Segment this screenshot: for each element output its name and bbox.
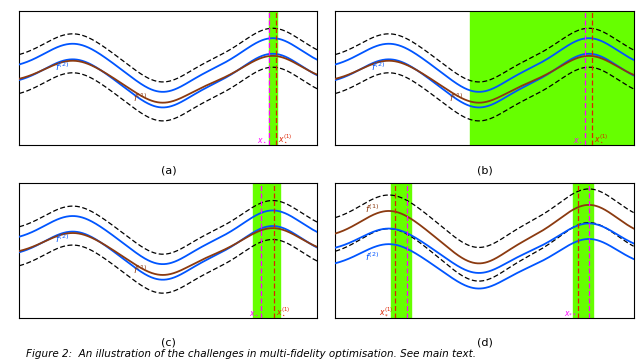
Text: $f^{(1)}$: $f^{(1)}$	[132, 264, 147, 276]
Text: $x_{**}$: $x_{**}$	[564, 308, 577, 317]
Bar	[573, 183, 593, 318]
Bar	[269, 11, 277, 145]
Text: $f^{(1)}$: $f^{(1)}$	[365, 202, 380, 215]
Text: $x_\star^{(1)}$: $x_\star^{(1)}$	[276, 305, 290, 319]
Bar	[470, 11, 640, 145]
Text: (a): (a)	[161, 165, 176, 175]
Text: $f^{(2)}$: $f^{(2)}$	[55, 61, 69, 73]
Text: (c): (c)	[161, 338, 176, 348]
Text: $f^{(2)}$: $f^{(2)}$	[365, 251, 380, 263]
Bar	[253, 183, 280, 318]
Text: $x_\star^{(1)}$: $x_\star^{(1)}$	[594, 133, 609, 146]
Text: $f^{(2)}$: $f^{(2)}$	[55, 233, 69, 245]
Text: $x_\star$: $x_\star$	[248, 309, 259, 318]
Text: $f^{(1)}$: $f^{(1)}$	[449, 91, 463, 104]
Bar	[585, 11, 593, 145]
Text: Figure 2:  An illustration of the challenges in multi-fidelity optimisation. See: Figure 2: An illustration of the challen…	[26, 349, 476, 359]
Text: $x_\star$: $x_\star$	[257, 136, 268, 145]
Text: $x_*^{(1)}$: $x_*^{(1)}$	[380, 305, 394, 318]
Text: $f^{(1)}$: $f^{(1)}$	[132, 91, 147, 104]
Text: $f^{(2)}$: $f^{(2)}$	[371, 61, 385, 73]
Text: (b): (b)	[477, 165, 492, 175]
Text: $x_\star$: $x_\star$	[573, 136, 584, 145]
Bar	[391, 183, 411, 318]
Text: (d): (d)	[477, 338, 492, 348]
Text: $x_\star^{(1)}$: $x_\star^{(1)}$	[278, 133, 292, 146]
